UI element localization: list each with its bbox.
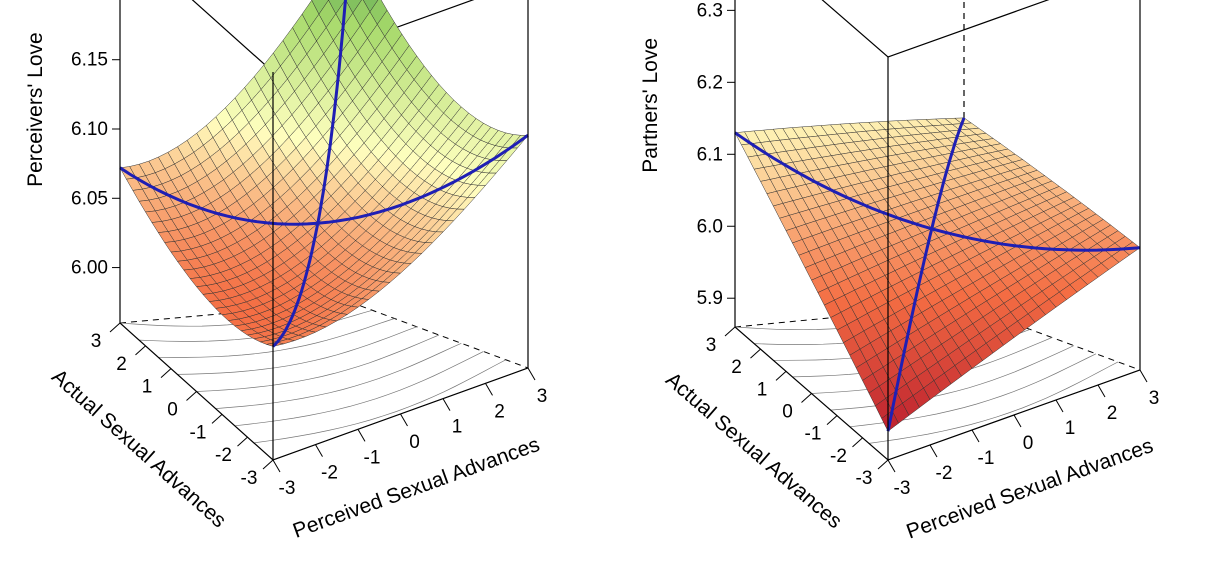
y-axis-label: Actual Sexual Advances [47,365,230,532]
x-tick-mark [1014,415,1021,427]
y-tick-mark [110,323,120,332]
floor-contour [216,343,462,408]
floor-contour [254,360,506,443]
z-tick-label: 6.3 [697,0,723,21]
y-tick-label: 1 [757,379,768,400]
x-tick-label: 0 [1023,433,1034,454]
x-tick-label: 3 [1149,388,1160,409]
x-tick-label: -3 [279,478,296,499]
y-tick-label: -3 [856,468,873,489]
x-tick-mark [1056,400,1063,412]
x-tick-label: -2 [321,463,338,484]
floor-contour [235,352,484,426]
x-tick-mark [930,445,937,457]
response-surface [735,118,1140,431]
x-tick-label: -2 [936,463,953,484]
y-tick-mark [878,460,888,469]
y-tick-mark [212,414,222,423]
y-tick-mark [751,349,761,358]
x-tick-label: 3 [537,386,548,407]
y-tick-mark [161,369,171,378]
z-tick-label: 6.10 [71,119,108,140]
x-tick-mark [1140,370,1147,382]
y-tick-label: 3 [91,331,102,352]
x-tick-mark [401,414,408,426]
x-tick-mark [486,383,493,395]
y-tick-label: -2 [215,445,232,466]
y-tick-label: 3 [706,335,717,356]
z-axis-label: Perceivers' Love [24,32,47,187]
y-tick-label: 0 [782,402,793,423]
x-tick-mark [358,429,365,441]
z-tick-label: 6.1 [697,144,723,165]
y-tick-label: -1 [190,422,207,443]
y-tick-label: 1 [142,377,153,398]
x-tick-mark [273,460,280,472]
z-tick-label: 6.2 [697,72,723,93]
y-tick-mark [725,327,735,336]
x-tick-label: 2 [494,401,505,422]
z-tick-label: 6.15 [71,50,108,71]
y-tick-label: -3 [241,468,258,489]
y-tick-mark [238,437,248,446]
z-axis-label: Partners' Love [639,38,662,173]
y-tick-label: 2 [116,354,127,375]
x-tick-mark [316,445,323,457]
y-tick-mark [827,416,837,425]
y-tick-mark [776,371,786,380]
y-tick-mark [263,460,273,469]
surface-panel-1: 6.00 6.05 6.10 6.15 6.20 Perceivers' Love -3 -2… [24,0,547,543]
y-tick-label: 2 [731,357,742,378]
x-tick-mark [972,430,979,442]
z-tick-label: 6.05 [71,188,108,209]
x-tick-label: -3 [894,478,911,499]
y-tick-label: 0 [167,400,178,421]
y-tick-mark [136,346,146,355]
surface-panel-2: 5.96.06.16.26.36.4Partners' Love-3-2-101… [639,0,1159,544]
box-top [735,0,1140,57]
y-tick-label: -2 [830,446,847,467]
y-tick-mark [802,394,812,403]
y-tick-label: -1 [805,424,822,445]
z-tick-label: 6.20 [71,0,108,1]
x-tick-label: -1 [978,448,995,469]
z-tick-label: 6.0 [697,216,723,237]
z-tick-label: 6.00 [71,258,108,279]
x-tick-label: 0 [409,432,420,453]
x-tick-mark [443,399,450,411]
floor-contour [197,335,440,392]
y-tick-mark [853,438,863,447]
x-tick-mark [888,460,895,472]
x-tick-mark [1098,385,1105,397]
x-tick-label: -1 [364,447,381,468]
x-tick-label: 1 [1065,418,1076,439]
x-tick-mark [528,368,535,380]
z-tick-label: 5.9 [697,288,723,309]
x-tick-label: 1 [452,417,463,438]
x-tick-label: 2 [1107,403,1118,424]
y-tick-mark [187,392,197,401]
